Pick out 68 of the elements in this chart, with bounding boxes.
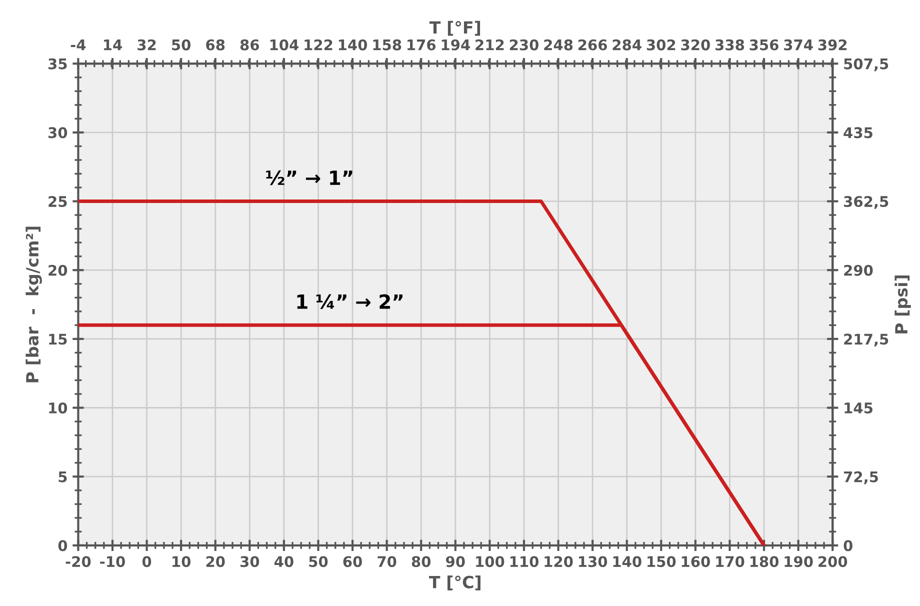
y-tick-label: 10 — [49, 402, 68, 414]
series-label: ½” → 1” — [266, 170, 352, 186]
x-tick-label: 30 — [240, 556, 260, 568]
x2-tick-label: 140 — [338, 39, 368, 50]
x2-tick-label: 32 — [138, 39, 156, 50]
x2-tick-label: 230 — [510, 39, 539, 50]
x-tick-label: 0 — [142, 556, 152, 568]
x2-tick-label: 248 — [544, 39, 573, 50]
x-tick-label: 140 — [613, 556, 642, 568]
x-tick-label: 60 — [343, 556, 362, 568]
series-label: 1 ¼” → 2” — [297, 294, 402, 310]
y-tick-label: 0 — [58, 540, 68, 552]
y-tick-label: 30 — [48, 127, 68, 138]
x2-tick-label: 176 — [408, 39, 436, 50]
x2-tick-label: 194 — [442, 39, 470, 50]
x2-tick-label: 158 — [373, 39, 402, 50]
x-tick-label: 180 — [750, 556, 779, 568]
y2-tick-label: 0 — [844, 540, 852, 552]
x-tick-label: 110 — [510, 556, 539, 568]
x2-tick-label: 68 — [206, 39, 225, 50]
x2-tick-label: 320 — [681, 39, 710, 50]
x2-tick-label: 338 — [715, 39, 744, 50]
x-tick-label: 120 — [544, 556, 573, 568]
y-tick-label: 5 — [58, 471, 67, 482]
x-axis-title: T [°C] — [428, 575, 480, 590]
y-axis-title: P [bar - kg/cm²] — [26, 226, 42, 382]
x2-tick-label: 356 — [750, 39, 778, 50]
x-tick-label: 160 — [682, 556, 710, 568]
x2-tick-label: 104 — [270, 39, 298, 50]
y2-tick-label: 145 — [844, 402, 872, 414]
x2-tick-label: 50 — [172, 39, 191, 50]
x2-tick-label: 86 — [240, 39, 260, 50]
x-tick-label: 10 — [172, 556, 191, 568]
x2-tick-label: 374 — [784, 39, 813, 50]
x2-tick-label: 284 — [612, 39, 642, 50]
x2-tick-label: 14 — [104, 40, 122, 50]
x2-axis-title: T [°F] — [429, 20, 480, 36]
y-tick-label: 15 — [49, 334, 67, 345]
x-tick-label: 100 — [476, 556, 504, 568]
x2-tick-label: 266 — [578, 39, 607, 50]
x-tick-label: 40 — [274, 556, 294, 568]
x-tick-label: 20 — [206, 556, 225, 568]
x-tick-label: 130 — [578, 556, 608, 568]
y-tick-label: 35 — [48, 58, 67, 70]
x-tick-label: 50 — [309, 556, 328, 568]
x2-tick-label: 302 — [646, 39, 676, 50]
y2-axis-title: P [psi] — [894, 276, 911, 334]
y-tick-label: 25 — [48, 196, 67, 208]
x2-tick-label: -4 — [70, 40, 86, 50]
x-tick-label: 70 — [378, 556, 396, 568]
x-tick-label: 200 — [818, 556, 848, 568]
x-tick-label: 170 — [716, 556, 744, 568]
y2-tick-label: 72,5 — [844, 471, 878, 484]
y-tick-label: 20 — [48, 264, 68, 276]
x-tick-label: -10 — [100, 556, 125, 568]
x-tick-label: 190 — [784, 556, 813, 568]
x2-tick-label: 212 — [476, 39, 504, 50]
y2-tick-label: 362,5 — [844, 196, 888, 209]
x2-tick-label: 392 — [818, 39, 847, 50]
y2-tick-label: 217,5 — [844, 334, 888, 347]
x-tick-label: 150 — [648, 556, 676, 568]
x-tick-label: 90 — [446, 556, 465, 568]
y2-tick-label: 290 — [844, 264, 873, 276]
x2-tick-label: 122 — [304, 39, 332, 50]
y2-tick-label: 435 — [844, 127, 872, 138]
x-tick-label: 80 — [412, 556, 431, 568]
y2-tick-label: 507,5 — [844, 58, 888, 72]
x-tick-label: -20 — [66, 556, 91, 568]
